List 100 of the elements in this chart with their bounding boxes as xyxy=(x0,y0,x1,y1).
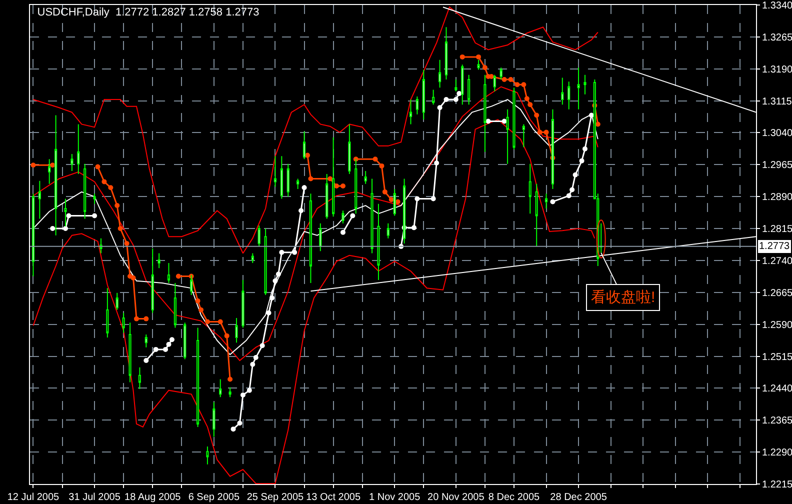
point xyxy=(334,183,340,188)
candlestick xyxy=(251,252,254,264)
point xyxy=(566,193,572,198)
candlestick xyxy=(93,193,96,204)
candlestick xyxy=(235,317,238,344)
point xyxy=(114,203,120,208)
y-tick-label: 1.2215 xyxy=(762,480,792,490)
line-series xyxy=(32,6,598,254)
point xyxy=(108,185,114,190)
candlestick xyxy=(432,89,435,106)
point xyxy=(169,337,174,342)
x-tick-label: 1 Nov 2005 xyxy=(369,492,421,503)
candlestick xyxy=(561,77,564,106)
point xyxy=(195,298,200,304)
point xyxy=(302,185,307,190)
candlestick xyxy=(128,322,132,383)
candlestick xyxy=(77,124,80,175)
candlestick xyxy=(377,203,380,281)
candlestick xyxy=(544,193,548,210)
point xyxy=(588,112,594,118)
point xyxy=(276,272,281,277)
y-tick-label: 1.3040 xyxy=(762,128,792,140)
point xyxy=(92,213,98,218)
x-tick-label: 8 Dec 2005 xyxy=(488,492,540,503)
candlestick xyxy=(438,59,442,88)
y-tick-label: 1.2815 xyxy=(762,224,792,236)
point xyxy=(444,97,449,102)
candlestick xyxy=(116,292,118,310)
point xyxy=(502,118,507,124)
y-tick-label: 1.2440 xyxy=(762,384,792,395)
point xyxy=(266,310,272,316)
point xyxy=(144,358,149,364)
point xyxy=(272,278,278,284)
candlestick xyxy=(38,180,41,220)
point xyxy=(528,102,533,108)
candlestick xyxy=(393,188,396,216)
point xyxy=(224,333,230,338)
point xyxy=(95,164,100,170)
point xyxy=(508,77,514,82)
candlestick xyxy=(151,248,154,314)
candlestick xyxy=(264,228,267,296)
point xyxy=(524,96,530,102)
y-tick-label: 1.2590 xyxy=(762,320,792,331)
y-tick-label: 1.2890 xyxy=(762,192,792,204)
point xyxy=(382,189,388,194)
candlestick xyxy=(484,74,486,152)
candlestick xyxy=(342,210,344,224)
candlestick xyxy=(184,322,186,360)
point xyxy=(218,319,223,324)
point xyxy=(298,208,304,214)
candlestick xyxy=(444,26,448,80)
y-tick-label: 1.2365 xyxy=(762,416,792,427)
candlestick xyxy=(48,158,51,184)
point xyxy=(66,213,72,218)
candlestick xyxy=(500,67,502,80)
y-tick-label: 1.2965 xyxy=(762,160,792,172)
point xyxy=(153,346,158,352)
candlestick xyxy=(280,156,283,200)
x-tick-label: 13 Oct 2005 xyxy=(306,492,361,503)
x-tick-label: 6 Sep 2005 xyxy=(188,492,240,503)
point xyxy=(292,250,298,255)
point xyxy=(237,420,242,426)
candlestick xyxy=(522,124,525,148)
point xyxy=(514,82,520,88)
x-tick-label: 28 Dec 2005 xyxy=(550,492,608,503)
point xyxy=(534,112,540,118)
point xyxy=(246,388,252,393)
candlestick xyxy=(212,402,216,438)
point xyxy=(388,197,394,202)
point xyxy=(372,156,378,162)
y-tick-label: 1.3115 xyxy=(762,96,792,108)
candlestick xyxy=(206,446,209,465)
point xyxy=(30,162,36,168)
point xyxy=(414,196,420,202)
point xyxy=(144,316,149,322)
point xyxy=(430,196,436,202)
ref-line-label: 1.2773 xyxy=(759,241,790,252)
point xyxy=(579,158,584,164)
candlestick xyxy=(493,74,496,92)
point xyxy=(460,54,465,60)
point xyxy=(476,54,482,60)
point xyxy=(230,426,236,432)
point xyxy=(411,225,416,230)
y-tick-label: 1.2740 xyxy=(762,256,792,267)
point xyxy=(50,226,56,232)
y-tick-label: 1.2290 xyxy=(762,448,792,459)
point xyxy=(379,163,384,168)
point xyxy=(502,77,507,82)
point xyxy=(570,187,575,192)
point xyxy=(308,176,314,182)
point xyxy=(340,183,346,188)
point xyxy=(163,346,168,352)
candlestick xyxy=(144,334,148,348)
candlestick xyxy=(219,378,222,398)
point xyxy=(176,274,181,279)
x-tick-label: 12 Jul 2005 xyxy=(7,492,60,503)
candlestick xyxy=(138,366,141,390)
candlestick xyxy=(332,136,335,218)
candlestick xyxy=(84,163,86,220)
point xyxy=(62,226,68,232)
